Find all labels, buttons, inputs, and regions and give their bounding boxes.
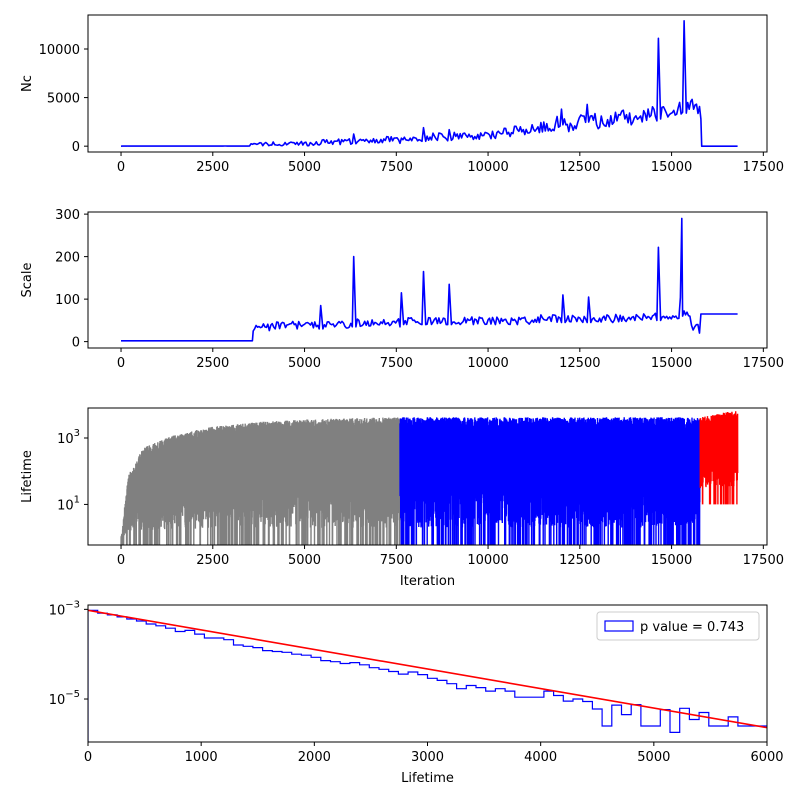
plot-area bbox=[88, 609, 767, 742]
lifetime-segment bbox=[399, 417, 701, 545]
y-tick-label: 10−5 bbox=[49, 689, 80, 708]
lifetime-segment bbox=[120, 417, 401, 545]
lifetime-panel: 0 2500 5000 7500 10000 12500 15000 17500 Lifetim… bbox=[20, 407, 784, 589]
x-tick-label: 17500 bbox=[743, 553, 784, 568]
legend-swatch bbox=[604, 620, 634, 632]
x-tick-label: 0 bbox=[117, 553, 125, 568]
axes-frame bbox=[87, 14, 768, 153]
axes-frame bbox=[87, 604, 768, 743]
x-tick-label: 5000 bbox=[288, 356, 321, 371]
x-axis-label: Iteration bbox=[400, 574, 455, 589]
x-tick-label: 10000 bbox=[467, 356, 508, 371]
plot-area bbox=[120, 20, 738, 147]
x-tick-label: 7500 bbox=[380, 160, 413, 175]
y-tick-exponent: −3 bbox=[65, 599, 80, 610]
plot-area bbox=[121, 217, 738, 342]
y-axis-label: Lifetime bbox=[20, 450, 35, 503]
x-tick-label: 15000 bbox=[651, 553, 692, 568]
x-tick-label: 0 bbox=[84, 750, 92, 765]
y-tick-base: 10 bbox=[49, 693, 66, 708]
x-tick-label: 2500 bbox=[196, 356, 229, 371]
y-axis-label: Scale bbox=[20, 263, 35, 298]
histogram-panel: p value = 0.743 0 1000 2000 3000 4000 5000 6000… bbox=[49, 599, 784, 786]
y-axis-label: Nc bbox=[20, 75, 35, 92]
x-tick-label: 2500 bbox=[196, 553, 229, 568]
y-tick-label: 103 bbox=[57, 428, 80, 447]
x-tick-label: 3000 bbox=[411, 750, 444, 765]
x-tick-label: 10000 bbox=[467, 553, 508, 568]
y-tick-label: 0 bbox=[72, 140, 80, 155]
axes-frame bbox=[87, 211, 768, 349]
x-tick-label: 7500 bbox=[380, 356, 413, 371]
x-tick-label: 1000 bbox=[185, 750, 218, 765]
x-tick-label: 12500 bbox=[559, 160, 600, 175]
x-tick-label: 0 bbox=[117, 356, 125, 371]
y-tick-label: 10−3 bbox=[49, 599, 80, 618]
x-tick-label: 12500 bbox=[559, 553, 600, 568]
x-axis-label: Lifetime bbox=[401, 771, 454, 786]
nc-panel: 0 2500 5000 7500 10000 12500 15000 17500 0 5000 10… bbox=[20, 14, 784, 175]
histogram-bars bbox=[88, 609, 767, 742]
y-tick-label: 101 bbox=[57, 494, 80, 513]
series-line bbox=[121, 217, 738, 342]
y-tick-base: 10 bbox=[57, 498, 74, 513]
legend: p value = 0.743 bbox=[596, 611, 760, 641]
y-tick-label: 100 bbox=[55, 293, 80, 308]
x-tick-label: 17500 bbox=[743, 356, 784, 371]
scale-panel: 0 2500 5000 7500 10000 12500 15000 17500 0 100 200… bbox=[20, 208, 784, 371]
x-tick-label: 7500 bbox=[380, 553, 413, 568]
x-tick-label: 2500 bbox=[196, 160, 229, 175]
x-tick-label: 17500 bbox=[743, 160, 784, 175]
x-tick-label: 5000 bbox=[288, 553, 321, 568]
y-tick-exponent: −5 bbox=[65, 689, 80, 700]
x-tick-label: 12500 bbox=[559, 356, 600, 371]
y-tick-label: 0 bbox=[72, 336, 80, 351]
fit-line bbox=[88, 609, 767, 729]
x-tick-label: 5000 bbox=[288, 160, 321, 175]
x-tick-label: 15000 bbox=[651, 356, 692, 371]
legend-label: p value = 0.743 bbox=[640, 620, 744, 635]
x-tick-label: 2000 bbox=[298, 750, 331, 765]
y-tick-base: 10 bbox=[57, 432, 74, 447]
series-line bbox=[120, 20, 738, 147]
y-tick-label: 200 bbox=[55, 251, 80, 266]
x-tick-label: 4000 bbox=[524, 750, 557, 765]
y-tick-label: 5000 bbox=[47, 92, 80, 107]
y-tick-label: 300 bbox=[55, 208, 80, 223]
y-tick-exponent: 3 bbox=[74, 428, 80, 439]
y-tick-label: 10000 bbox=[39, 43, 80, 58]
x-tick-label: 10000 bbox=[467, 160, 508, 175]
lifetime-segment bbox=[699, 411, 739, 505]
y-tick-exponent: 1 bbox=[74, 494, 80, 505]
x-tick-label: 5000 bbox=[637, 750, 670, 765]
x-tick-label: 0 bbox=[117, 160, 125, 175]
axes-frame bbox=[87, 407, 768, 546]
y-tick-base: 10 bbox=[49, 603, 66, 618]
x-tick-label: 6000 bbox=[750, 750, 783, 765]
x-tick-label: 15000 bbox=[651, 160, 692, 175]
plot-area bbox=[120, 411, 739, 545]
legend-box bbox=[596, 611, 760, 641]
